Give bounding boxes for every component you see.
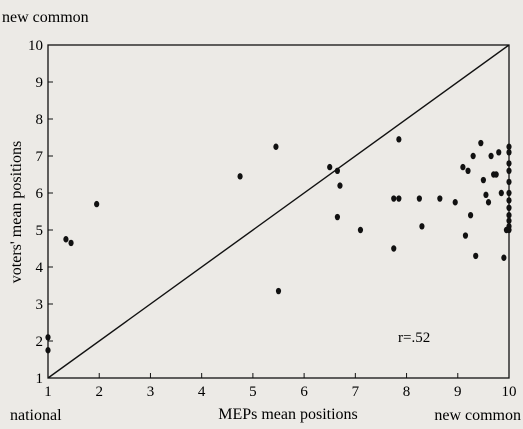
- data-point: [470, 152, 476, 160]
- data-point: [493, 171, 499, 178]
- y-tick-label: 7: [36, 149, 44, 165]
- x-tick-label: 3: [147, 384, 155, 400]
- data-point: [391, 195, 397, 202]
- data-point: [275, 287, 282, 295]
- x-tick-label: 10: [502, 384, 517, 400]
- data-point: [473, 252, 479, 260]
- data-point: [483, 191, 489, 199]
- y-tick-label: 4: [36, 260, 44, 276]
- data-point: [485, 199, 492, 206]
- data-point: [452, 199, 458, 206]
- data-point: [68, 239, 74, 247]
- data-point: [506, 149, 512, 156]
- data-point: [337, 182, 343, 189]
- data-point: [506, 189, 512, 197]
- reference-diagonal: [47, 44, 510, 379]
- data-point: [462, 232, 469, 239]
- x-axis-label: MEPs mean positions: [218, 406, 358, 423]
- plot-frame: [47, 44, 510, 379]
- data-point: [419, 223, 425, 230]
- x-tick-label: 2: [95, 384, 103, 400]
- data-point: [465, 167, 471, 174]
- x-axis-ticks: 1 2 3 4 5 6 7 8 9 10: [44, 373, 517, 400]
- bottom-left-label: national: [10, 407, 62, 424]
- data-point: [506, 226, 512, 234]
- data-point: [488, 152, 494, 160]
- bottom-right-label: new common: [434, 407, 521, 424]
- y-tick-label: 8: [36, 112, 44, 128]
- data-point: [437, 195, 443, 202]
- y-tick-label: 1: [36, 371, 44, 387]
- x-tick-label: 6: [300, 384, 308, 400]
- x-tick-label: 1: [44, 384, 52, 400]
- data-point: [45, 347, 51, 354]
- y-tick-label: 10: [28, 38, 43, 54]
- data-point: [506, 217, 512, 224]
- data-point: [506, 197, 512, 204]
- data-point: [506, 160, 512, 167]
- y-axis-ticks: 1 2 3 4 5 6 7 8 9 10: [28, 38, 53, 387]
- x-tick-label: 9: [454, 384, 462, 400]
- data-point: [357, 226, 364, 234]
- x-tick-label: 8: [403, 384, 411, 400]
- data-point: [480, 176, 486, 184]
- top-label: new common: [2, 9, 89, 26]
- data-point: [506, 167, 512, 174]
- data-point: [506, 212, 512, 219]
- data-point: [273, 143, 279, 150]
- data-point: [94, 200, 100, 208]
- data-point: [467, 212, 474, 219]
- data-point: [506, 204, 512, 211]
- data-point: [460, 163, 466, 171]
- x-tick-label: 7: [352, 384, 360, 400]
- data-point: [498, 189, 504, 197]
- data-point: [334, 167, 341, 174]
- data-point: [237, 173, 243, 180]
- data-point: [63, 236, 69, 243]
- data-point: [478, 139, 484, 147]
- x-tick-label: 5: [249, 384, 257, 400]
- data-point: [416, 195, 422, 202]
- x-tick-label: 4: [198, 384, 206, 400]
- data-point: [396, 195, 402, 202]
- data-point: [45, 334, 51, 341]
- data-point: [496, 149, 502, 156]
- data-point: [334, 213, 341, 221]
- data-point: [327, 163, 333, 171]
- y-tick-label: 2: [36, 334, 44, 350]
- y-tick-label: 5: [36, 223, 44, 239]
- y-tick-label: 6: [36, 186, 44, 202]
- data-points: [45, 136, 512, 354]
- y-axis-label: voters' mean positions: [8, 141, 25, 283]
- correlation-annotation: r=.52: [398, 330, 430, 346]
- data-point: [396, 136, 402, 143]
- y-tick-label: 3: [36, 297, 44, 313]
- data-point: [501, 254, 507, 261]
- data-point: [391, 245, 397, 252]
- data-point: [506, 143, 512, 150]
- data-point: [506, 178, 512, 186]
- y-tick-label: 9: [36, 75, 44, 91]
